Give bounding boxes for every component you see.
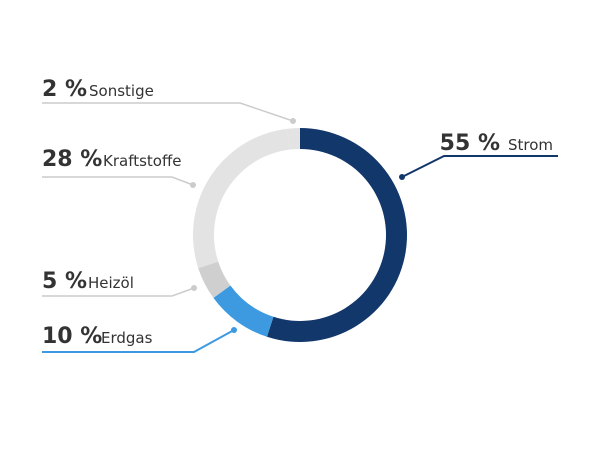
donut-slices xyxy=(193,128,407,342)
slice-heizöl xyxy=(198,261,231,298)
slice-kraftstoffe xyxy=(193,128,290,269)
leader-dot-erdgas xyxy=(231,327,237,333)
leader-line-heizöl xyxy=(42,287,195,297)
leader-line-erdgas xyxy=(42,329,235,353)
percent-label-kraftstoffe: 28 % xyxy=(42,147,102,172)
slice-labels: 55 % Strom 10 %Erdgas 5 % Heizöl 28 % Kraftsto… xyxy=(42,77,553,349)
percent-label-heizöl: 5 % xyxy=(42,269,87,294)
slice-strom xyxy=(266,128,407,342)
percent-label-sonstige: 2 % xyxy=(42,77,87,102)
category-label-sonstige: Sonstige xyxy=(89,82,154,100)
leader-dot-heizöl xyxy=(191,285,197,291)
percent-label-strom: 55 % xyxy=(440,131,500,156)
leader-line-kraftstoffe xyxy=(42,176,194,186)
slice-sonstige xyxy=(286,128,300,150)
percent-label-erdgas: 10 % xyxy=(42,324,102,349)
category-label-heizöl: Heizöl xyxy=(88,274,134,292)
leader-dot-strom xyxy=(399,174,405,180)
leader-dot-sonstige xyxy=(290,118,296,124)
category-label-erdgas: Erdgas xyxy=(101,329,153,347)
category-label-kraftstoffe: Kraftstoffe xyxy=(103,152,182,170)
leader-line-strom xyxy=(401,155,558,178)
leader-line-sonstige xyxy=(42,102,294,122)
leader-lines xyxy=(42,102,558,353)
leader-dot-kraftstoffe xyxy=(190,182,196,188)
slice-erdgas xyxy=(213,285,274,337)
category-label-strom: Strom xyxy=(508,136,553,154)
